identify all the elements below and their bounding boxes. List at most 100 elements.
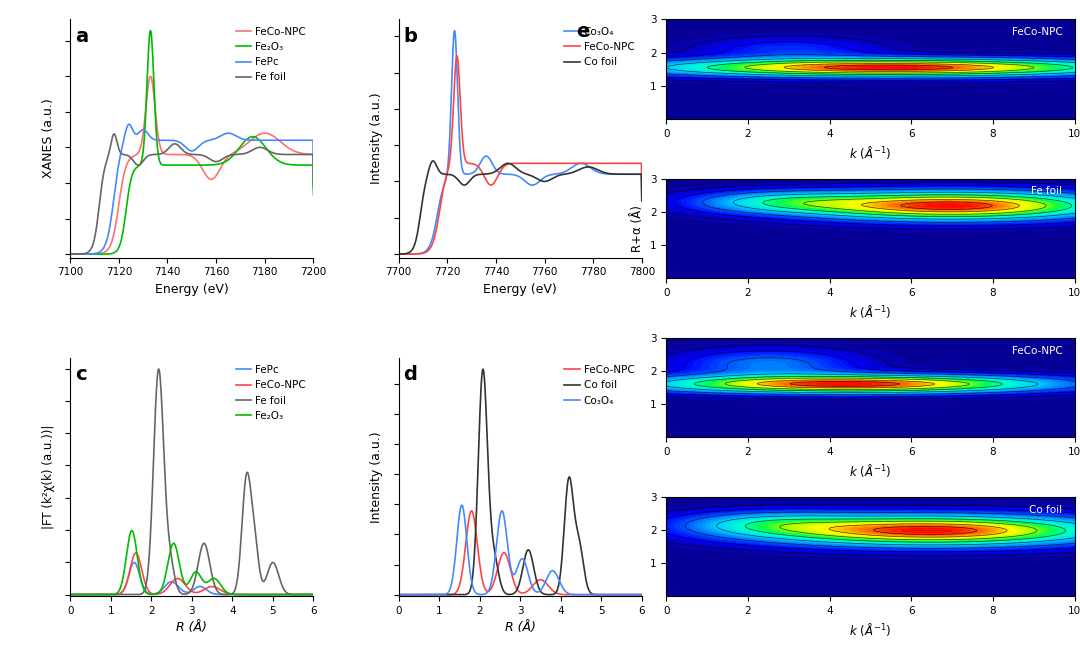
Legend: FeCo-NPC, Fe₂O₃, FePc, Fe foil: FeCo-NPC, Fe₂O₃, FePc, Fe foil [233, 25, 308, 84]
FePc [127, 559, 140, 566]
FeCo-NPC [64, 250, 77, 258]
Co foil [455, 180, 468, 188]
Text: FeCo-NPC: FeCo-NPC [1012, 345, 1063, 356]
Fe foil [152, 365, 165, 373]
Fe foil [179, 590, 192, 598]
Co foil [635, 197, 648, 205]
FeCo-NPC [630, 591, 643, 599]
FeCo-NPC [179, 582, 192, 590]
Line: Fe₂O₃: Fe₂O₃ [70, 30, 313, 254]
FePc [64, 250, 77, 258]
FePc [307, 174, 320, 182]
Co₃O₄ [630, 591, 643, 599]
Fe₂O₃ [125, 527, 138, 535]
Line: FePc: FePc [70, 124, 313, 254]
Line: FePc: FePc [70, 562, 313, 595]
X-axis label: Energy (eV): Energy (eV) [484, 283, 557, 296]
Y-axis label: R+α (Å): R+α (Å) [632, 205, 645, 251]
Co foil [508, 589, 521, 597]
Fe₂O₃ [179, 581, 192, 588]
FeCo-NPC [130, 549, 143, 557]
Fe₂O₃ [210, 575, 222, 583]
FeCo-NPC [524, 584, 537, 592]
Co foil [592, 591, 605, 599]
Fe foil [301, 591, 314, 599]
Text: FeCo-NPC: FeCo-NPC [1012, 27, 1063, 38]
FePc [207, 135, 220, 143]
FeCo-NPC [392, 591, 405, 599]
X-axis label: R (Å): R (Å) [176, 621, 207, 634]
FePc [195, 583, 208, 591]
FeCo-NPC [502, 160, 515, 168]
Legend: FeCo-NPC, Co foil, Co₃O₄: FeCo-NPC, Co foil, Co₃O₄ [562, 363, 636, 408]
FePc [126, 127, 139, 135]
Co₃O₄ [635, 197, 648, 205]
FePc [174, 139, 187, 146]
FePc [247, 136, 260, 144]
FeCo-NPC [538, 577, 551, 585]
FeCo-NPC [635, 190, 648, 198]
Line: FeCo-NPC: FeCo-NPC [399, 511, 642, 595]
Line: Fe foil: Fe foil [70, 134, 313, 254]
Co foil [555, 171, 568, 179]
Co₃O₄ [538, 581, 551, 589]
X-axis label: R (Å): R (Å) [504, 621, 536, 634]
Co foil [510, 587, 523, 595]
Fe foil [247, 145, 260, 153]
FeCo-NPC [392, 250, 405, 258]
FeCo-NPC [510, 583, 523, 591]
Co foil [476, 365, 489, 373]
FeCo-NPC [576, 159, 589, 167]
Fe₂O₃ [301, 591, 314, 599]
Fe foil [181, 590, 194, 597]
Text: c: c [76, 365, 86, 384]
Co foil [392, 591, 405, 599]
Fe₂O₃ [227, 152, 240, 159]
Fe foil [195, 542, 208, 550]
Fe₂O₃ [307, 591, 320, 599]
FeCo-NPC [465, 507, 478, 515]
Co₃O₄ [536, 175, 549, 183]
Co₃O₄ [508, 570, 521, 578]
FeCo-NPC [227, 149, 240, 157]
Y-axis label: XANES (a.u.): XANES (a.u.) [42, 98, 55, 178]
Co₃O₄ [392, 250, 405, 258]
Fe foil [108, 130, 121, 138]
FeCo-NPC [508, 580, 521, 588]
FeCo-NPC [181, 584, 194, 592]
X-axis label: $k$ $(\AA^{-1})$: $k$ $(\AA^{-1})$ [849, 621, 892, 638]
FeCo-NPC [144, 73, 157, 80]
Fe₂O₃ [64, 250, 77, 258]
Legend: Co₃O₄, FeCo-NPC, Co foil: Co₃O₄, FeCo-NPC, Co foil [562, 25, 636, 69]
Y-axis label: Intensity (a.u.): Intensity (a.u.) [370, 431, 383, 523]
FePc [107, 199, 120, 207]
Co₃O₄ [392, 591, 405, 599]
FeCo-NPC [307, 184, 320, 192]
Fe₂O₃ [107, 249, 120, 257]
Line: FeCo-NPC: FeCo-NPC [70, 553, 313, 595]
FeCo-NPC [126, 153, 139, 161]
Co foil [538, 590, 551, 598]
Fe foil [64, 250, 77, 258]
FeCo-NPC [307, 591, 320, 599]
Fe₂O₃ [144, 27, 157, 34]
FeCo-NPC [107, 233, 120, 240]
FeCo-NPC [536, 159, 549, 167]
FePc [301, 591, 314, 599]
FeCo-NPC [174, 150, 187, 158]
Line: Co₃O₄: Co₃O₄ [399, 30, 642, 254]
FeCo-NPC [592, 591, 605, 599]
Co foil [435, 170, 448, 178]
Co foil [576, 165, 589, 172]
Line: Fe foil: Fe foil [70, 369, 313, 595]
Fe foil [264, 562, 276, 570]
Co₃O₄ [510, 568, 523, 575]
Fe₂O₃ [126, 170, 139, 178]
Line: FeCo-NPC: FeCo-NPC [70, 76, 313, 254]
FePc [181, 588, 194, 596]
Co₃O₄ [592, 591, 605, 599]
Fe foil [174, 144, 187, 152]
Co foil [635, 591, 648, 599]
FeCo-NPC [301, 591, 314, 599]
Line: Co foil: Co foil [399, 161, 642, 254]
